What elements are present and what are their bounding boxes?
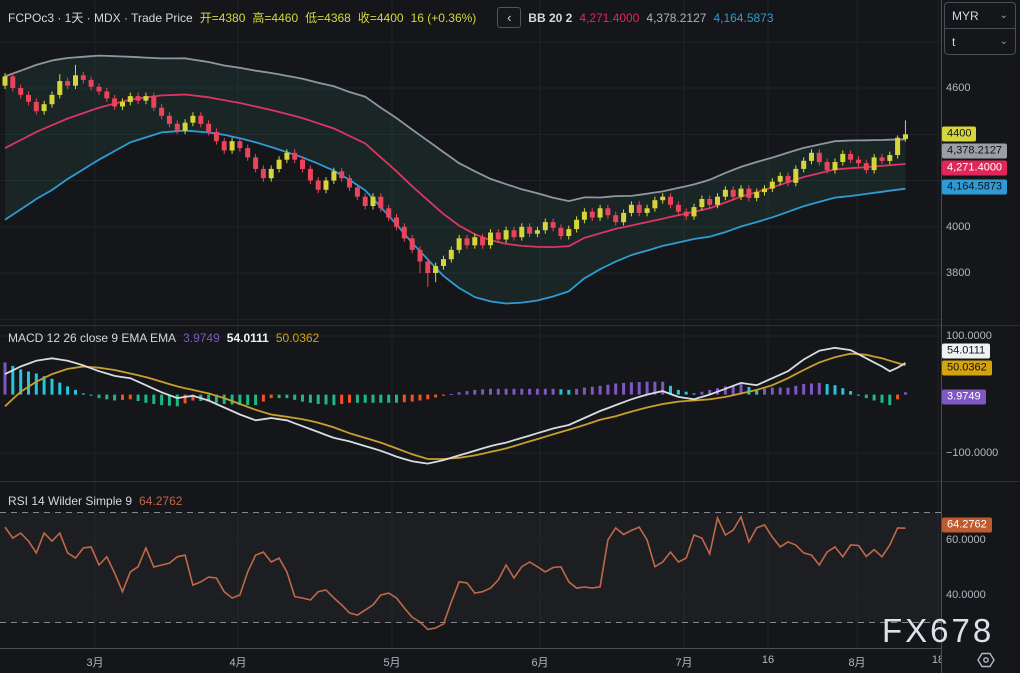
bb-basis-value: 4,271.4000 xyxy=(579,10,640,25)
bb-upper-value: 4,378.2127 xyxy=(646,10,707,25)
bb-lower-value: 4,164.5873 xyxy=(713,10,774,25)
macd-indicator-label[interactable]: MACD 12 26 close 9 EMA EMA xyxy=(8,331,177,345)
rsi-value-badge: 64.2762 xyxy=(942,517,992,533)
price-value-badge: 4400 xyxy=(942,126,977,142)
chevron-left-icon: ‹ xyxy=(507,10,512,25)
ohlc-change: 16 (+0.36%) xyxy=(410,10,477,25)
time-axis-label: 8月 xyxy=(848,657,866,669)
symbol-title[interactable]: FCPOc3 · 1天 · MDX · Trade Price xyxy=(8,11,193,25)
price-axis-label: 4600 xyxy=(946,82,971,94)
chevron-down-icon: ⌄ xyxy=(999,10,1008,21)
rsi-header: RSI 14 Wilder Simple 9 64.2762 xyxy=(8,494,182,508)
fx678-watermark: FX678 xyxy=(882,612,995,649)
chart-settings-button[interactable] xyxy=(972,651,1000,669)
hexagon-circle-icon xyxy=(977,652,995,668)
currency-dropdown[interactable]: MYR ⌄ xyxy=(945,3,1015,28)
price-axis-label: 4000 xyxy=(946,221,971,233)
ohlc-high: 高=4460 xyxy=(252,11,299,25)
macd-value-badge: 50.0362 xyxy=(942,360,992,376)
bb-indicator-label[interactable]: BB 20 2 xyxy=(528,10,573,25)
macd-hist-value: 3.9749 xyxy=(183,331,220,345)
time-axis-label: 7月 xyxy=(675,657,693,669)
ohlc-close: 收=4400 xyxy=(357,11,404,25)
macd-signal-value: 50.0362 xyxy=(275,331,320,345)
time-axis-label: 18 xyxy=(931,654,941,666)
symbol-header: FCPOc3 · 1天 · MDX · Trade Price 开=4380 高… xyxy=(8,7,774,28)
macd-value-badge: 3.9749 xyxy=(942,389,986,405)
time-axis-label: 5月 xyxy=(383,657,401,669)
ohlc-low: 低=4368 xyxy=(305,11,351,25)
unit-dropdown[interactable]: t ⌄ xyxy=(945,28,1015,54)
currency-value: MYR xyxy=(952,8,979,23)
rsi-axis-label: 40.0000 xyxy=(946,589,986,601)
time-axis-label: 3月 xyxy=(86,657,104,669)
ohlc-open: 开=4380 xyxy=(199,11,246,25)
axis-unit-selector: MYR ⌄ t ⌄ xyxy=(944,2,1016,55)
time-axis-label: 4月 xyxy=(229,657,247,669)
price-value-badge: 4,164.5873 xyxy=(942,179,1008,195)
price-value-badge: 4,378.2127 xyxy=(942,143,1008,159)
price-axis-label: 3800 xyxy=(946,267,971,279)
time-axis-label: 16 xyxy=(761,654,775,666)
macd-axis-label: −100.0000 xyxy=(946,447,999,459)
macd-axis-label: 100.0000 xyxy=(946,330,992,342)
time-axis[interactable]: 3月 4月 5月 6月 7月 16 8月 18 xyxy=(0,648,941,673)
chevron-down-icon: ⌄ xyxy=(999,36,1008,47)
price-value-badge: 4,271.4000 xyxy=(942,160,1008,176)
unit-value: t xyxy=(952,34,956,49)
rsi-axis-label: 60.0000 xyxy=(946,534,986,546)
collapse-indicators-button[interactable]: ‹ xyxy=(497,7,522,28)
macd-header: MACD 12 26 close 9 EMA EMA 3.9749 54.011… xyxy=(8,331,319,345)
rsi-value: 64.2762 xyxy=(139,494,183,508)
macd-value-badge: 54.0111 xyxy=(942,343,991,359)
macd-line-value: 54.0111 xyxy=(226,331,269,345)
rsi-indicator-label[interactable]: RSI 14 Wilder Simple 9 xyxy=(8,494,133,508)
time-axis-label: 6月 xyxy=(531,657,549,669)
